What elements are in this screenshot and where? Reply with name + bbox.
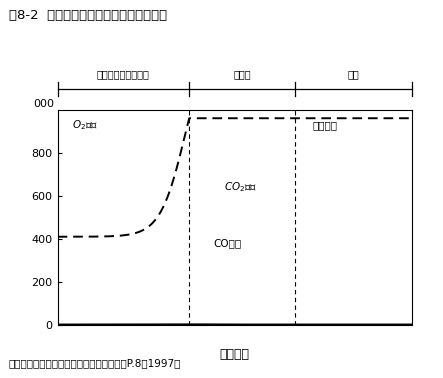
Text: $CO_2$濃度: $CO_2$濃度: [224, 180, 257, 194]
Text: CO濃度: CO濃度: [214, 238, 241, 248]
Text: 時間経過: 時間経過: [220, 348, 250, 361]
Text: 000: 000: [33, 99, 54, 108]
Text: 終期: 終期: [348, 70, 359, 79]
Text: 火盛期: 火盛期: [233, 70, 251, 79]
Text: 引用文献：火災便覧　第３版　共立出版　P.8（1997）: 引用文献：火災便覧 第３版 共立出版 P.8（1997）: [9, 359, 181, 369]
Text: 図8-2  火災時の室内の温度、濃度の変化: 図8-2 火災時の室内の温度、濃度の変化: [9, 9, 167, 22]
Text: 室内温度: 室内温度: [313, 120, 338, 130]
Text: 火災の初期，成長期: 火災の初期，成長期: [97, 70, 150, 79]
Text: $O_2$濃度: $O_2$濃度: [72, 118, 97, 132]
